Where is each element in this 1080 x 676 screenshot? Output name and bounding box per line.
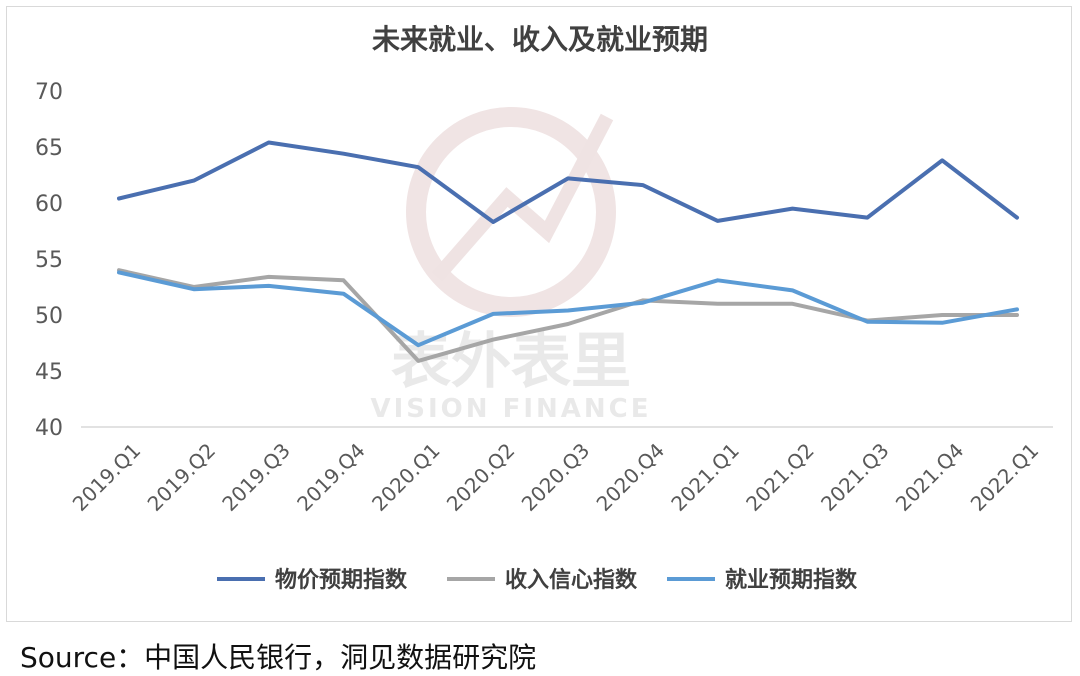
watermark: 表外表里 VISION FINANCE — [370, 107, 651, 424]
source-note: Source：中国人民银行，洞见数据研究院 — [20, 641, 537, 674]
x-tick-label: 2021.Q4 — [891, 438, 969, 516]
legend-label: 物价预期指数 — [275, 567, 408, 593]
legend-label: 收入信心指数 — [505, 567, 638, 593]
series-line-1 — [117, 140, 1019, 224]
y-tick-label: 60 — [35, 192, 63, 217]
watermark-ring — [406, 107, 616, 317]
y-tick-label: 50 — [35, 304, 63, 329]
x-tick-label: 2019.Q4 — [292, 438, 370, 516]
x-tick-label: 2020.Q2 — [442, 438, 520, 516]
x-tick-label: 2021.Q1 — [666, 438, 744, 516]
x-tick-label: 2022.Q1 — [966, 438, 1044, 516]
x-tick-label: 2019.Q3 — [217, 438, 295, 516]
x-tick-label: 2019.Q1 — [68, 438, 146, 516]
x-axis-ticks: 2019.Q12019.Q22019.Q32019.Q42020.Q12020.… — [68, 438, 1044, 516]
legend: 物价预期指数 收入信心指数 就业预期指数 — [217, 567, 858, 593]
series-line-3 — [117, 270, 1019, 348]
y-axis-ticks: 40 45 50 55 60 65 70 — [35, 80, 63, 441]
x-tick-label: 2020.Q1 — [367, 438, 445, 516]
series-lines — [117, 140, 1019, 363]
x-tick-label: 2020.Q4 — [592, 438, 670, 516]
watermark-en: VISION FINANCE — [370, 394, 651, 424]
line-chart: 表外表里 VISION FINANCE 未来就业、收入及就业预期 40 45 50 5… — [35, 23, 1053, 593]
y-tick-label: 45 — [35, 360, 63, 385]
y-tick-label: 55 — [35, 248, 63, 273]
x-tick-label: 2021.Q3 — [816, 438, 894, 516]
x-tick-label: 2021.Q2 — [741, 438, 819, 516]
watermark-arrow-icon — [431, 113, 614, 282]
y-tick-label: 40 — [35, 416, 63, 441]
x-tick-label: 2020.Q3 — [517, 438, 595, 516]
chart-frame: 表外表里 VISION FINANCE 未来就业、收入及就业预期 40 45 50 5… — [6, 6, 1072, 622]
y-tick-label: 70 — [35, 80, 63, 105]
legend-label: 就业预期指数 — [725, 567, 858, 593]
x-tick-label: 2019.Q2 — [143, 438, 221, 516]
chart-title: 未来就业、收入及就业预期 — [372, 23, 708, 56]
y-tick-label: 65 — [35, 136, 63, 161]
